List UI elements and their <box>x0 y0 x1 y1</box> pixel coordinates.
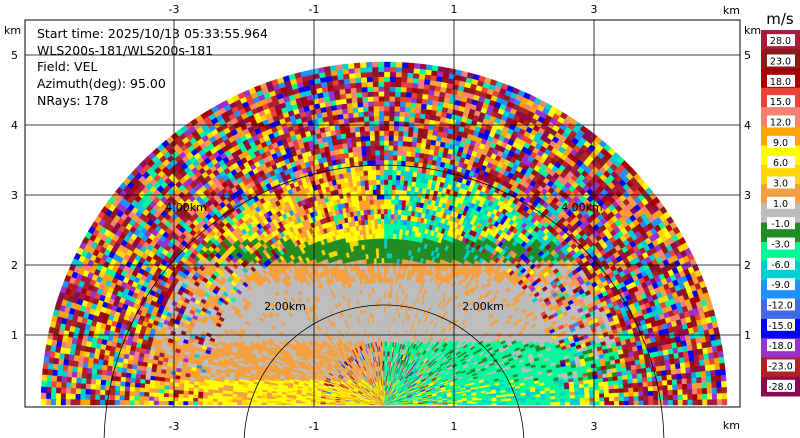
velocity-cell <box>385 287 389 293</box>
velocity-cell <box>383 311 386 318</box>
velocity-cell <box>383 301 387 308</box>
velocity-cell <box>256 402 262 406</box>
velocity-cell <box>251 400 257 403</box>
velocity-cell <box>496 402 502 406</box>
velocity-cell <box>261 400 267 404</box>
velocity-cell <box>383 277 387 283</box>
velocity-cell <box>383 306 386 313</box>
velocity-cell <box>506 402 512 406</box>
velocity-cell <box>506 400 512 404</box>
velocity-cell <box>320 403 326 406</box>
velocity-cell <box>383 272 387 278</box>
velocity-cell <box>520 402 527 406</box>
velocity-cell <box>388 267 392 274</box>
velocity-cell <box>491 402 497 406</box>
velocity-cell <box>511 402 517 406</box>
velocity-cell <box>383 267 387 273</box>
velocity-cell <box>261 402 267 406</box>
velocity-cell <box>486 402 493 406</box>
velocity-cell <box>386 267 390 273</box>
velocity-cell <box>387 282 391 288</box>
velocity-cell <box>266 400 272 404</box>
velocity-cell <box>266 402 272 406</box>
velocity-cell <box>381 267 385 273</box>
velocity-cell <box>261 398 267 402</box>
velocity-cell <box>501 402 507 406</box>
velocity-cell <box>386 272 389 278</box>
velocity-cell <box>310 403 316 406</box>
velocity-cell <box>383 296 387 303</box>
velocity-cell <box>276 400 282 404</box>
velocity-cell <box>275 402 282 406</box>
velocity-cell <box>385 277 389 283</box>
velocity-cell <box>256 398 262 401</box>
velocity-cell <box>378 267 382 273</box>
velocity-cell <box>516 402 522 406</box>
velocity-cell <box>290 403 297 406</box>
velocity-cell <box>379 272 382 278</box>
velocity-cell <box>280 402 287 406</box>
velocity-cell <box>385 297 389 303</box>
velocity-cell <box>388 272 392 278</box>
velocity-cell <box>315 403 321 406</box>
velocity-cell <box>324 403 331 406</box>
velocity-cell <box>385 301 388 308</box>
velocity-cell <box>383 326 386 332</box>
velocity-cell <box>379 277 383 283</box>
velocity-cell <box>511 400 517 403</box>
velocity-cell <box>381 277 385 283</box>
velocity-cell <box>256 400 262 404</box>
velocity-cell <box>246 402 252 406</box>
velocity-cell <box>349 404 355 406</box>
velocity-cell <box>305 403 311 406</box>
velocity-cell <box>520 399 527 403</box>
velocity-cell <box>383 316 386 322</box>
velocity-cell <box>385 282 389 288</box>
velocity-cell <box>381 287 385 293</box>
velocity-cell <box>383 287 387 293</box>
velocity-field <box>40 61 728 406</box>
velocity-cell <box>300 403 306 406</box>
velocity-cell <box>271 400 277 404</box>
velocity-cell <box>381 292 385 298</box>
velocity-cell <box>271 402 277 406</box>
velocity-cell <box>251 397 257 401</box>
velocity-cell <box>354 404 360 406</box>
velocity-cell <box>383 321 386 327</box>
velocity-cell <box>285 403 292 406</box>
velocity-cell <box>339 404 346 406</box>
velocity-cell <box>383 292 387 298</box>
velocity-cell <box>381 272 385 278</box>
velocity-cell <box>334 403 341 406</box>
velocity-cell <box>385 292 389 298</box>
velocity-cell <box>388 277 391 283</box>
velocity-cell <box>381 282 385 288</box>
velocity-cell <box>381 296 385 303</box>
velocity-cell <box>280 401 287 404</box>
velocity-cell <box>344 404 350 406</box>
velocity-cell <box>251 402 257 406</box>
velocity-cell <box>329 403 336 406</box>
velocity-cell <box>295 403 301 406</box>
velocity-cell <box>383 282 387 288</box>
